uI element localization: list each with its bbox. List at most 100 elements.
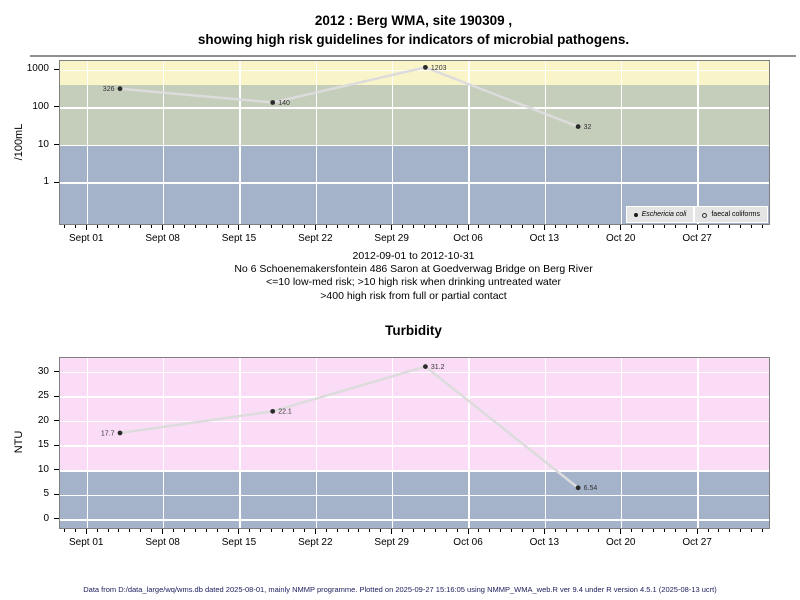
x-tick-minor [325,529,327,532]
legend-entry: faecal coliforms [694,206,768,223]
x-tick-minor [587,225,589,228]
subtitle-site-description: No 6 Schoenemakersfontein 486 Saron at G… [234,263,593,276]
x-gridline [315,358,318,528]
y-gridline [60,396,769,398]
x-gridline [162,61,165,224]
x-tick-label: Sept 29 [374,233,409,244]
x-tick-minor [358,529,360,532]
data-line [118,66,580,128]
x-tick-minor [336,529,338,532]
x-tick-minor [271,529,273,532]
x-gridline [697,358,699,528]
x-tick-minor [718,529,720,532]
x-tick-label: Sept 08 [145,233,180,244]
x-tick-minor [216,529,218,532]
point-label: 140 [278,100,290,107]
x-tick-major [238,225,240,230]
title-separator [30,55,796,57]
x-gridline [86,61,89,224]
x-tick-label: Oct 27 [682,537,712,548]
x-tick-major [238,529,240,534]
open-circle-icon [702,213,708,218]
legend-entry: Eschericia coli [625,206,695,223]
x-tick-minor [413,225,414,228]
x-tick-minor [423,225,425,228]
risk-band [60,61,769,86]
data-point [423,364,428,370]
x-tick-minor [325,225,327,228]
x-tick-minor [293,225,294,228]
x-tick-minor [282,225,284,228]
y-tick-label: 1 [43,176,49,188]
x-tick-label: Oct 13 [529,233,560,244]
x-tick-major [696,225,698,230]
x-tick-minor [685,225,687,228]
x-tick-minor [631,225,633,228]
x-tick-minor [685,529,687,532]
x-tick-minor [707,529,709,532]
x-tick-minor [434,529,436,532]
y-tick [54,493,59,495]
x-tick-minor [445,529,447,532]
x-tick-minor [707,225,709,228]
y-tick-label: 20 [37,414,49,426]
x-tick-minor [598,529,600,532]
x-tick-minor [762,529,764,532]
x-tick-label: Sept 29 [374,537,409,548]
y-tick-label: 25 [37,390,49,402]
x-tick-label: Oct 20 [606,537,636,548]
x-gridline [239,358,241,528]
x-tick-minor [347,529,349,532]
y-tick-label: 5 [43,488,49,500]
x-tick-minor [576,225,578,228]
y-axis-title: /100mL [13,123,25,160]
filled-circle-icon [633,212,638,217]
x-tick-minor [663,225,665,228]
x-tick-minor [118,529,120,532]
y-tick [54,420,59,422]
x-tick-minor [751,225,753,228]
x-tick-minor [74,529,76,532]
x-tick-minor [489,225,491,228]
x-tick-minor [762,225,764,228]
y-gridline [60,445,769,447]
x-tick-major [543,529,545,534]
x-tick-minor [478,529,480,532]
x-tick-major [85,529,87,534]
x-tick-minor [63,225,65,228]
x-tick-minor [663,529,665,532]
x-tick-label: Oct 13 [529,537,560,548]
data-point [270,408,276,414]
x-tick-minor [740,225,742,228]
risk-band [60,358,769,471]
point-label: 17.7 [101,430,115,437]
legend-label: Eschericia coli [641,211,687,218]
x-tick-minor [118,225,120,228]
series-plot: 17.7 22.1 31.2 6.54 [101,364,598,492]
series-plot: 326 140 1203 32 [103,65,592,131]
footer-note: Data from D:/data_large/wq/wms.db dated … [83,585,717,594]
x-tick-minor [282,529,284,532]
y-gridline [60,371,769,374]
x-tick-minor [500,529,502,532]
x-tick-label: Oct 20 [606,233,636,244]
x-tick-label: Sept 15 [221,537,257,548]
data-line [118,365,580,490]
subtitle-date-range: 2012-09-01 to 2012-10-31 [352,250,475,262]
x-tick-minor [96,529,98,532]
x-tick-minor [434,225,436,228]
x-tick-minor [423,529,425,532]
y-gridline [60,420,769,423]
plot-area: 326 140 1203 32 Eschericia coli faecal colifo… [59,60,770,225]
y-tick-label: 15 [37,439,49,451]
x-tick-major [620,529,622,534]
x-tick-minor [358,225,360,228]
x-tick-minor [380,529,382,532]
x-tick-minor [129,529,131,532]
x-tick-major [162,529,164,534]
x-gridline [239,61,241,224]
x-tick-minor [369,529,371,532]
x-tick-minor [729,529,731,532]
x-tick-minor [413,529,414,532]
point-label: 6.54 [584,485,598,492]
